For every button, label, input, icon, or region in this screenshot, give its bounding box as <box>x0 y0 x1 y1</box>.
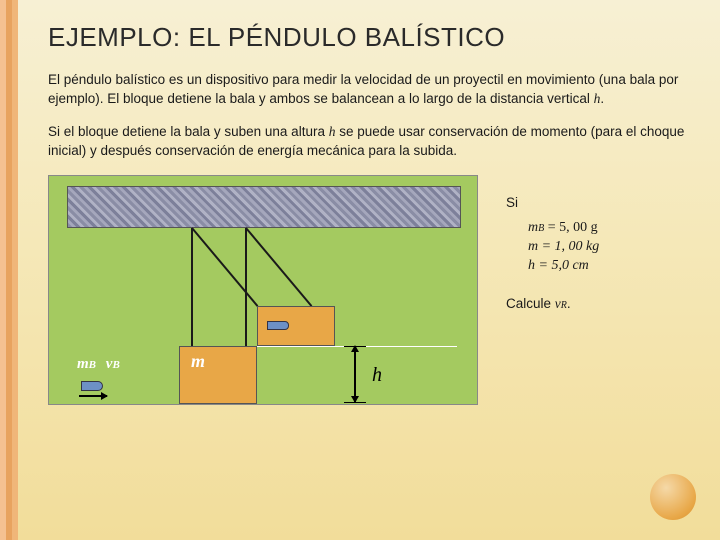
velocity-arrow-icon <box>79 395 107 397</box>
para1-end: . <box>600 91 604 106</box>
rod-right-vertical <box>245 228 247 346</box>
given-values: Si mB = 5, 00 g m = 1, 00 kg h = 5,0 cm … <box>506 175 599 405</box>
slide-body: EJEMPLO: EL PÉNDULO BALÍSTICO El péndulo… <box>18 0 720 540</box>
bullet-label: mB vB <box>77 356 120 373</box>
rod-left-vertical <box>191 228 193 346</box>
decorative-sphere-icon <box>650 474 696 520</box>
diagram-row: m mB vB h Si mB = 5, 00 g m = 1, 00 kg h… <box>48 175 690 405</box>
eq-h: h = 5,0 cm <box>528 258 599 274</box>
eq-mb: mB = 5, 00 g <box>528 220 599 236</box>
bullet-m: m <box>77 356 89 372</box>
height-label: h <box>372 364 382 387</box>
bullet-v-sub: B <box>112 359 119 371</box>
para2-text: Si el bloque detiene la bala y suben una… <box>48 124 329 139</box>
rod-right-angled <box>245 227 312 306</box>
rod-left-angled <box>191 227 258 306</box>
paragraph-1: El péndulo balístico es un dispositivo p… <box>48 71 690 109</box>
para1-text: El péndulo balístico es un dispositivo p… <box>48 72 678 106</box>
eq-m: m = 1, 00 kg <box>528 239 599 255</box>
block-mass-label: m <box>191 351 205 372</box>
bullet-m-sub: B <box>89 359 96 371</box>
slide-title: EJEMPLO: EL PÉNDULO BALÍSTICO <box>48 22 690 53</box>
bullet-icon <box>81 381 103 391</box>
si-label: Si <box>506 195 599 210</box>
left-stripes <box>0 0 18 540</box>
pendulum-diagram: m mB vB h <box>48 175 478 405</box>
calc-prompt: Calcule vR. <box>506 296 599 312</box>
ceiling-texture <box>67 186 461 228</box>
bullet-in-block-icon <box>267 321 289 330</box>
paragraph-2: Si el bloque detiene la bala y suben una… <box>48 123 690 161</box>
